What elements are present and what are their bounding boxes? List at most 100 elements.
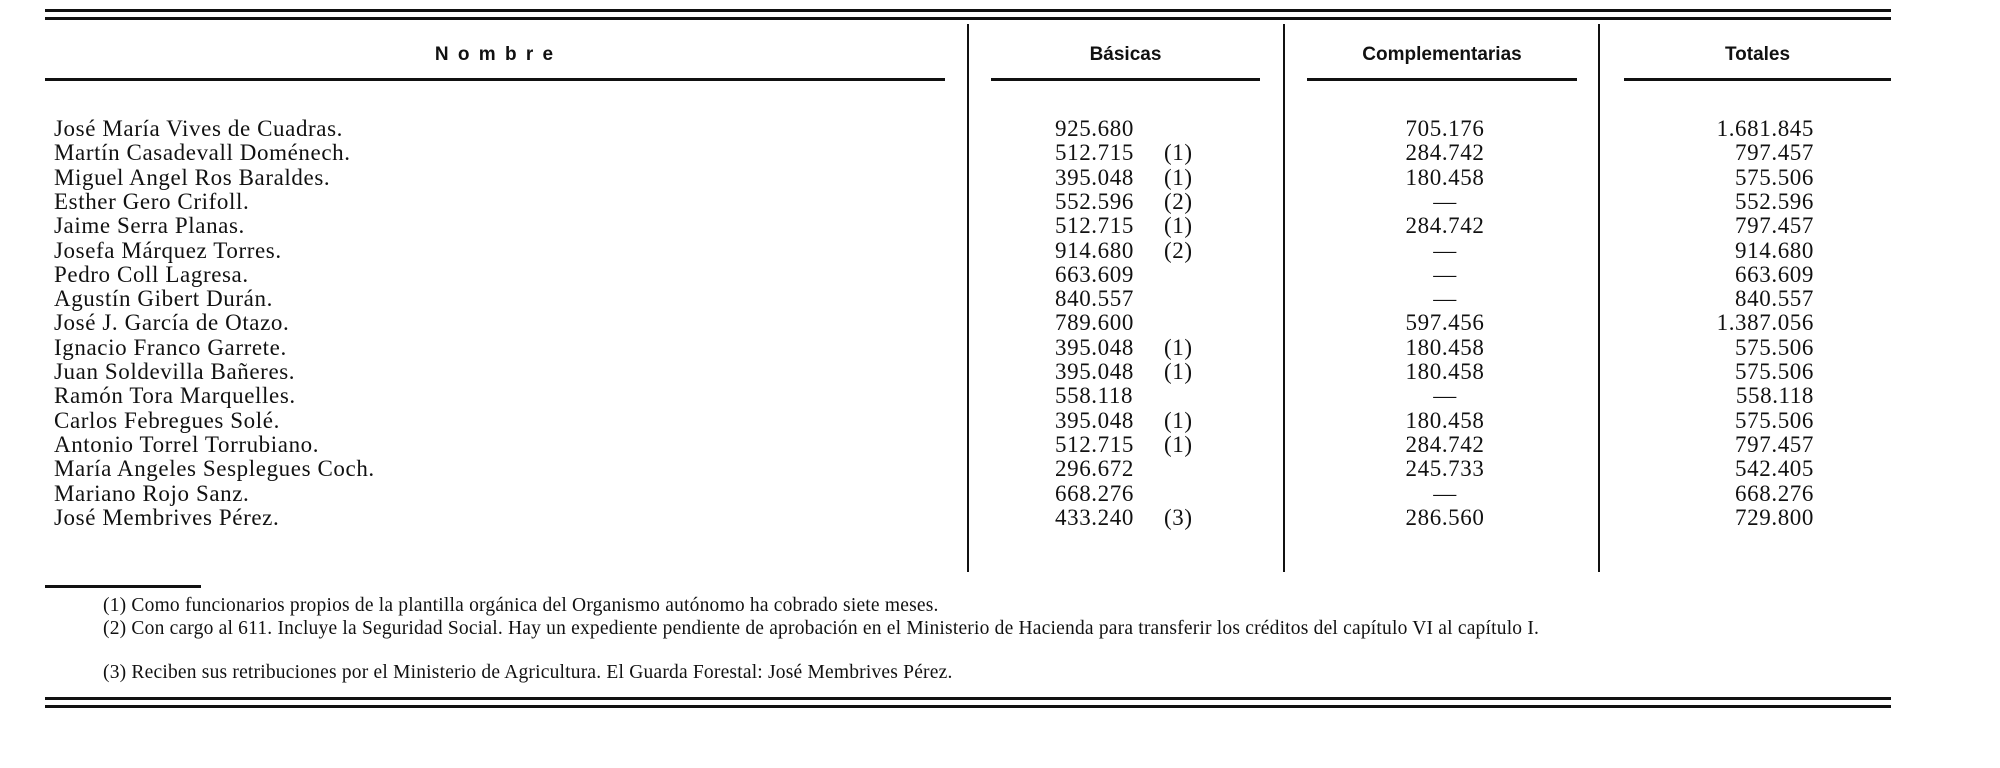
cell-complementarias: —: [1433, 286, 1457, 312]
footnote-1: (1) Como funcionarios propios de la plan…: [103, 595, 939, 616]
table-row: Juan Soldevilla Bañeres. 395.048 (1) 180.45…: [0, 360, 2000, 384]
header-totales: Totales: [1724, 44, 1791, 65]
cell-basicas: 558.118: [1055, 383, 1134, 409]
cell-note: (1): [1164, 164, 1193, 190]
cell-name: Antonio Torrel Torrubiano.: [54, 431, 320, 457]
table-row: Martín Casadevall Doménech. 512.715 (1) 284…: [0, 141, 2000, 165]
cell-basicas: 663.609: [1055, 261, 1134, 287]
table-row: María Angeles Sesplegues Coch. 296.672 245…: [0, 457, 2000, 481]
cell-complementarias: 284.742: [1405, 431, 1485, 457]
cell-note: (1): [1164, 431, 1193, 457]
cell-totales: 575.506: [1735, 164, 1814, 190]
table-row: Ramón Tora Marquelles. 558.118 — 558.118: [0, 384, 2000, 408]
cell-totales: 575.506: [1735, 334, 1814, 360]
cell-complementarias: 180.458: [1405, 359, 1485, 384]
cell-note: (3): [1164, 504, 1193, 530]
cell-complementarias: 597.456: [1405, 310, 1485, 336]
cell-name: Esther Gero Crifoll.: [54, 188, 250, 214]
table-row: Antonio Torrel Torrubiano. 512.715 (1) 284.…: [0, 431, 2000, 457]
table-row: Jaime Serra Planas. 512.715 (1) 284.742 797.…: [0, 214, 2000, 238]
cell-basicas: 395.048: [1055, 407, 1134, 433]
cell-totales: 840.557: [1735, 286, 1814, 312]
cell-totales: 797.457: [1735, 140, 1814, 166]
cell-note: (1): [1164, 407, 1193, 433]
table-row: José J. García de Otazo. 789.600 597.456 1.…: [0, 311, 2000, 335]
cell-note: (1): [1164, 140, 1193, 166]
cell-name: Carlos Febregues Solé.: [54, 407, 280, 433]
cell-complementarias: —: [1433, 188, 1457, 214]
header-underline: [45, 78, 945, 81]
cell-name: Mariano Rojo Sanz.: [54, 480, 250, 506]
cell-basicas: 512.715: [1055, 140, 1134, 166]
footnote-rule: [45, 585, 201, 588]
table-row: Agustín Gibert Durán. 840.557 — 840.557: [0, 287, 2000, 311]
column-divider: [1598, 24, 1600, 572]
column-divider: [967, 24, 969, 572]
cell-complementarias: —: [1433, 261, 1457, 287]
table-row: José María Vives de Cuadras. 925.680 705.1…: [0, 117, 2000, 141]
table-row: José Membrives Pérez. 433.240 (3) 286.560 72…: [0, 504, 2000, 530]
cell-totales: 575.506: [1735, 359, 1814, 384]
cell-totales: 797.457: [1735, 431, 1814, 457]
table-row: Esther Gero Crifoll. 552.596 (2) — 552.596: [0, 188, 2000, 214]
cell-basicas: 668.276: [1055, 480, 1134, 506]
column-divider: [1283, 24, 1285, 572]
header-underline: [991, 78, 1260, 81]
cell-name: Martín Casadevall Doménech.: [54, 140, 351, 166]
header-underline: [1624, 78, 1891, 81]
cell-note: (1): [1164, 213, 1193, 239]
cell-name: José Membrives Pérez.: [54, 504, 280, 530]
cell-basicas: 296.672: [1055, 456, 1134, 482]
cell-totales: 1.387.056: [1716, 310, 1814, 336]
cell-totales: 729.800: [1735, 504, 1814, 530]
cell-note: (2): [1164, 237, 1193, 263]
footnote-3: (3) Reciben sus retribuciones por el Min…: [103, 662, 953, 683]
table-row: Ignacio Franco Garrete. 395.048 (1) 180.458…: [0, 334, 2000, 360]
header-underline: [1307, 78, 1577, 81]
cell-name: Juan Soldevilla Bañeres.: [54, 359, 296, 384]
cell-totales: 797.457: [1735, 213, 1814, 239]
cell-complementarias: 284.742: [1405, 213, 1485, 239]
cell-basicas: 840.557: [1055, 286, 1134, 312]
cell-complementarias: 284.742: [1405, 140, 1485, 166]
cell-name: Ramón Tora Marquelles.: [54, 383, 296, 409]
header-nombre: N o m b r e: [434, 44, 556, 65]
header-complementarias: Complementarias: [1362, 44, 1522, 65]
cell-complementarias: —: [1433, 480, 1457, 506]
cell-basicas: 512.715: [1055, 213, 1134, 239]
cell-totales: 1.681.845: [1716, 116, 1814, 141]
cell-complementarias: —: [1433, 383, 1457, 409]
table-row: Josefa Márquez Torres. 914.680 (2) — 914.680: [0, 237, 2000, 263]
cell-name: María Angeles Sesplegues Coch.: [54, 456, 375, 482]
cell-basicas: 395.048: [1055, 334, 1134, 360]
cell-name: Pedro Coll Lagresa.: [54, 261, 249, 287]
cell-basicas: 433.240: [1055, 504, 1134, 530]
cell-name: Ignacio Franco Garrete.: [54, 334, 287, 360]
cell-complementarias: 286.560: [1405, 504, 1485, 530]
cell-complementarias: 180.458: [1405, 334, 1485, 360]
cell-totales: 668.276: [1735, 480, 1814, 506]
cell-totales: 663.609: [1735, 261, 1814, 287]
cell-basicas: 789.600: [1055, 310, 1134, 336]
cell-basicas: 395.048: [1055, 164, 1134, 190]
cell-note: (1): [1164, 334, 1193, 360]
cell-basicas: 925.680: [1055, 116, 1134, 141]
cell-name: Agustín Gibert Durán.: [54, 286, 273, 312]
cell-name: Jaime Serra Planas.: [54, 213, 245, 239]
cell-totales: 914.680: [1735, 237, 1814, 263]
table-row: Miguel Angel Ros Baraldes. 395.048 (1) 180.…: [0, 164, 2000, 190]
cell-totales: 575.506: [1735, 407, 1814, 433]
cell-totales: 552.596: [1735, 188, 1814, 214]
cell-note: (2): [1164, 188, 1193, 214]
cell-basicas: 552.596: [1055, 188, 1134, 214]
table-row: Carlos Febregues Solé. 395.048 (1) 180.458 5…: [0, 407, 2000, 433]
cell-complementarias: —: [1433, 237, 1457, 263]
footnote-2: (2) Con cargo al 611. Incluye la Segurid…: [103, 618, 1540, 639]
cell-complementarias: 705.176: [1405, 116, 1485, 141]
cell-complementarias: 245.733: [1405, 456, 1485, 482]
cell-complementarias: 180.458: [1405, 164, 1485, 190]
cell-totales: 558.118: [1735, 383, 1814, 409]
cell-note: (1): [1164, 359, 1193, 384]
cell-totales: 542.405: [1735, 456, 1814, 482]
header-basicas: Básicas: [1089, 44, 1162, 65]
